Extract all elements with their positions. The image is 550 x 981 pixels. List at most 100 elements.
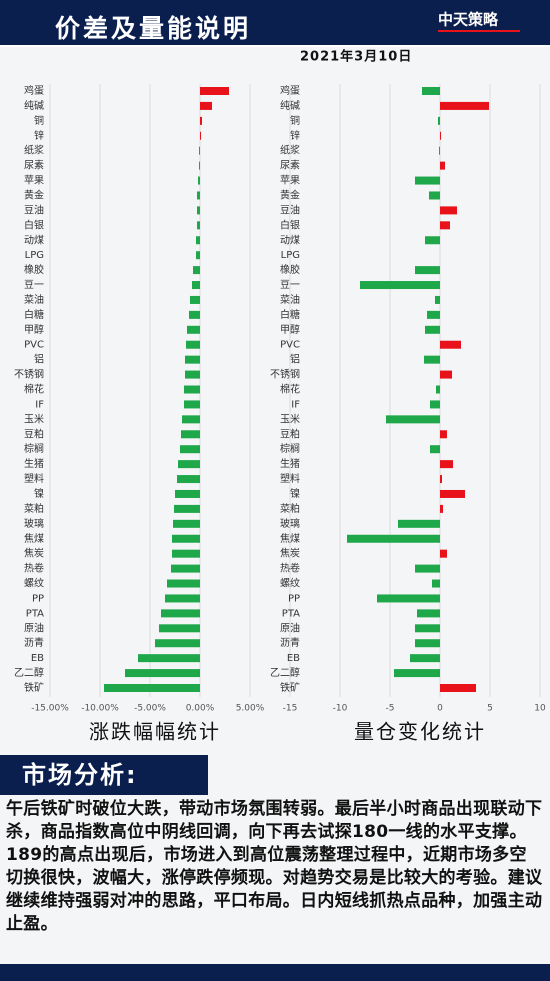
category-label: 乙二醇 [14,666,44,679]
category-label: 镍 [290,487,300,500]
bar [185,355,200,364]
x-tick-label: -5 [386,704,395,714]
category-label: 棉花 [280,383,300,396]
bar [177,475,200,484]
bar [430,445,440,454]
bar [185,370,200,379]
bar [415,266,440,275]
bar [440,489,465,498]
category-label: 玉米 [280,412,300,425]
bar [197,191,200,200]
category-label: 纸浆 [24,144,44,157]
category-label: 原油 [280,621,300,634]
bar [429,191,440,200]
bar [417,609,440,618]
category-label: 玻璃 [24,517,44,530]
x-axis-title: 涨跌幅幅统计 [89,720,221,744]
bar [189,310,200,319]
bar [200,87,229,95]
category-label: 尿素 [280,159,300,172]
bar [178,460,200,469]
bar [440,221,450,230]
bar [415,624,440,633]
category-label: 铁矿 [280,681,300,694]
analysis-heading: 市场分析: [22,761,138,789]
bar [398,519,440,528]
category-label: 镍 [34,487,44,500]
header-date: 2021年3月10日 [300,49,412,65]
category-label: 乙二醇 [270,666,300,679]
bar [394,669,440,678]
analysis-text: 午后铁矿时破位大跌，带动市场氛围转弱。最后半小时商品出现联动下杀，商品指数高位中… [6,799,543,934]
x-tick-label: -10.00% [81,704,119,714]
bar [440,340,461,349]
bar [415,176,440,185]
bar [422,87,440,95]
bar [200,101,212,110]
bar [171,564,200,573]
bar [425,236,440,245]
category-label: 动煤 [24,233,44,246]
bar [200,116,202,125]
category-label: 豆粕 [24,427,44,440]
category-label: 苹果 [24,174,44,187]
bar [199,146,200,155]
bar [440,549,447,558]
bar [165,594,200,603]
bar [200,131,201,140]
bar [424,355,440,364]
category-label: IF [291,399,300,410]
category-label: 尿素 [24,159,44,172]
category-label: 热卷 [24,562,44,575]
bar [155,639,200,648]
category-label: 白糖 [280,308,300,321]
category-label: 白糖 [24,308,44,321]
category-label: LPG [25,250,44,261]
header-band [0,0,550,46]
category-label: PVC [280,340,300,351]
category-label: 鸡蛋 [280,84,300,97]
category-label: IF [35,399,44,410]
bar [104,684,200,692]
bar [440,161,445,170]
bar [186,340,200,349]
bar [180,445,200,454]
category-label: 橡胶 [24,263,44,276]
bar [440,206,457,215]
bar [197,206,200,215]
bar [377,594,440,603]
bar [432,579,440,588]
bar [410,654,440,663]
category-label: 螺纹 [24,577,44,590]
x-tick-label: -5.00% [134,704,166,714]
bar [192,281,200,290]
category-label: 原油 [24,621,44,634]
category-label: 棕榈 [24,442,44,455]
category-label: 棉花 [24,383,44,396]
category-label: 铜 [34,115,44,127]
x-tick-label: 0 [437,704,443,714]
category-label: 橡胶 [280,263,300,276]
category-label: 玻璃 [280,517,300,530]
bar [347,534,440,543]
category-label: 铝 [34,354,44,366]
category-label: 鸡蛋 [24,84,44,97]
category-label: 甲醇 [24,323,44,336]
category-label: PTA [282,608,300,619]
category-label: 铁矿 [24,681,44,694]
category-label: 铜 [290,115,300,127]
category-label: 沥青 [24,636,44,649]
category-label: 黄金 [24,188,44,201]
category-label: 生猪 [280,457,300,470]
bar [360,281,440,290]
bar [415,639,440,648]
bar [196,251,200,260]
x-tick-label: 5 [487,704,493,714]
bar [440,504,443,513]
category-label: 螺纹 [280,577,300,590]
bar [125,669,200,678]
category-label: 菜粕 [24,502,44,515]
category-label: PP [288,593,300,604]
x-tick-label: 0.00% [186,704,215,714]
bar [172,549,200,558]
